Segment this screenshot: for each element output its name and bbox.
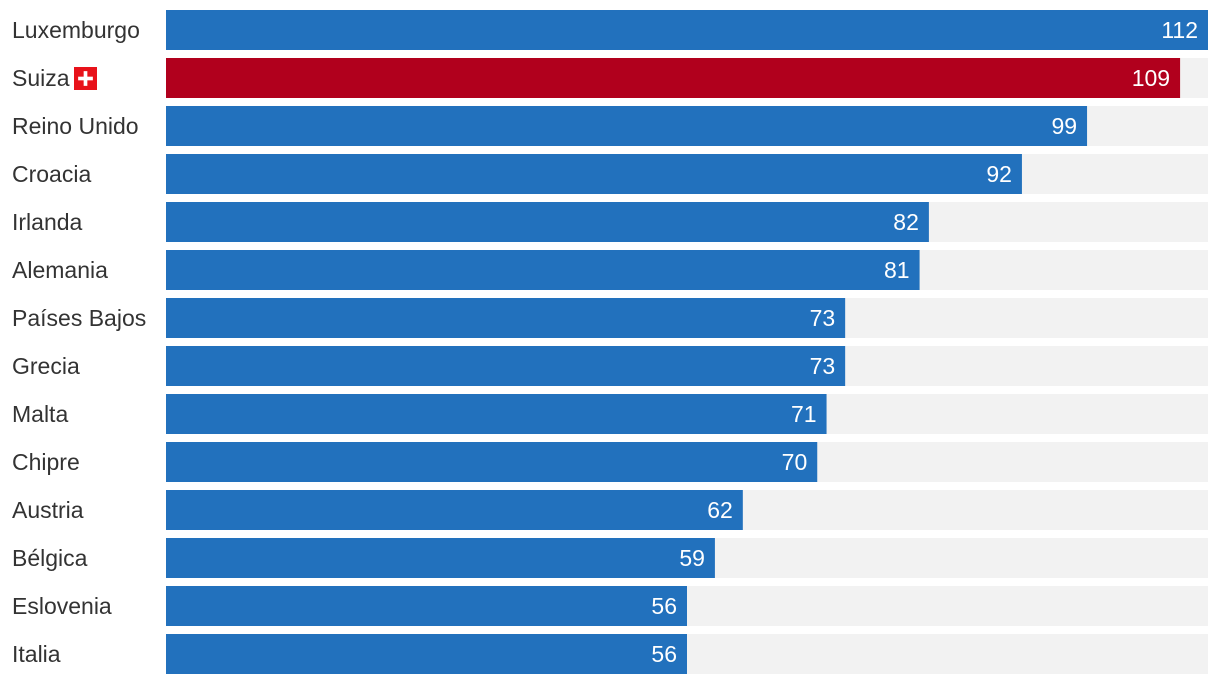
bar [166,346,846,386]
bar-row: Chipre 70 [12,442,1208,482]
category-label: Austria [12,497,84,523]
bar [166,154,1022,194]
value-label: 56 [651,641,677,667]
value-label: 109 [1132,65,1170,91]
value-label: 71 [791,401,817,427]
bar-row: Suiza 109 [12,58,1208,98]
value-label: 73 [810,305,836,331]
category-label: Reino Unido [12,113,139,139]
value-label: 59 [679,545,705,571]
bar [166,58,1181,98]
category-label: Alemania [12,257,108,283]
swiss-flag-icon [74,67,97,90]
category-label: Bélgica [12,545,88,571]
bar-row: Eslovenia 56 [12,586,1208,626]
category-label: Croacia [12,161,91,187]
bar-row: Alemania 81 [12,250,1208,290]
bar [166,202,929,242]
bar [166,106,1088,146]
bar-row: Luxemburgo 112 [12,10,1208,50]
category-label: Luxemburgo [12,17,140,43]
value-label: 70 [782,449,808,475]
value-label: 92 [986,161,1012,187]
bar [166,442,818,482]
bar-row: Italia 56 [12,634,1208,674]
bar-row: Croacia 92 [12,154,1208,194]
bar [166,634,687,674]
bar-row: Austria 62 [12,490,1208,530]
value-label: 99 [1051,113,1077,139]
bar [166,10,1208,50]
bar [166,538,715,578]
bar-row: Bélgica 59 [12,538,1208,578]
bar [166,394,827,434]
value-label: 82 [893,209,919,235]
category-label: Grecia [12,353,80,379]
value-label: 56 [651,593,677,619]
value-label: 112 [1161,17,1198,43]
category-label: Malta [12,401,68,427]
bar [166,490,743,530]
category-label: Eslovenia [12,593,112,619]
category-label: Irlanda [12,209,83,235]
bar [166,250,920,290]
value-label: 73 [810,353,836,379]
value-label: 81 [884,257,910,283]
value-label: 62 [707,497,733,523]
category-label: Italia [12,641,61,667]
bar [166,586,687,626]
bar-row: Irlanda 82 [12,202,1208,242]
category-label: Chipre [12,449,80,475]
bar-row: Reino Unido 99 [12,106,1208,146]
bar-row: Grecia 73 [12,346,1208,386]
bar-row: Malta 71 [12,394,1208,434]
category-label: Suiza [12,65,70,91]
bar [166,298,846,338]
category-label: Países Bajos [12,305,146,331]
bar-row: Países Bajos 73 [12,298,1208,338]
